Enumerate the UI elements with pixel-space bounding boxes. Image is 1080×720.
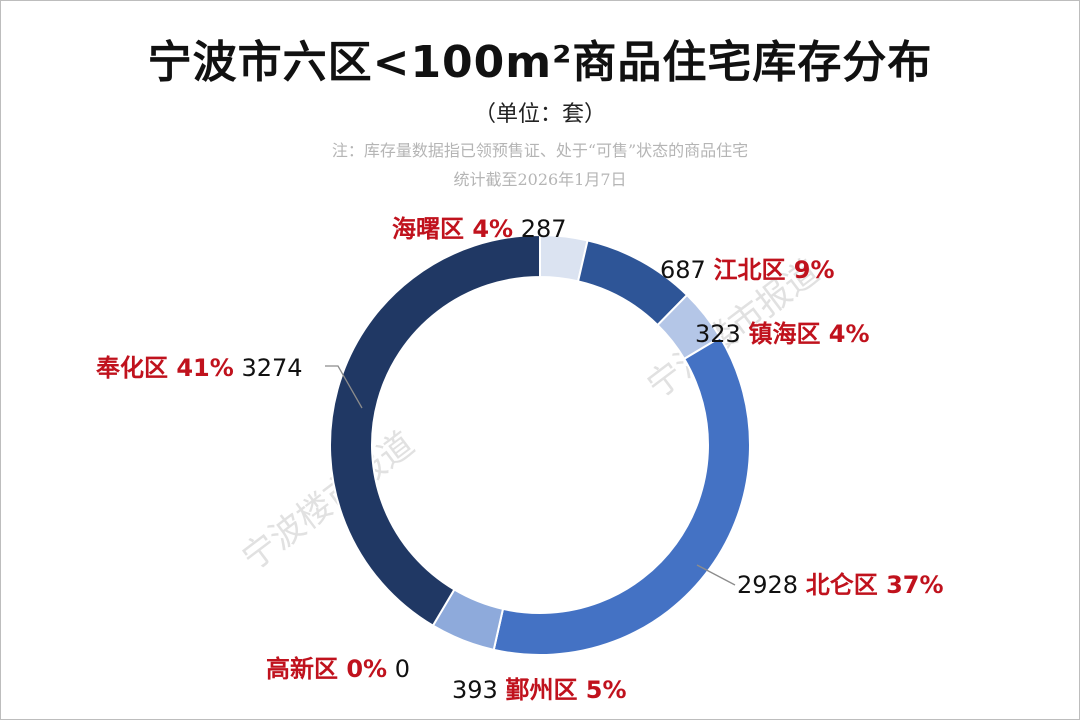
leader-line-北仑区	[696, 564, 736, 586]
slice-label-奉化区: 奉化区 41% 3274	[95, 354, 303, 382]
slice-value: 0	[395, 655, 410, 683]
slice-labels: 海曙区 4% 287 687 江北区 9% 323 镇海区 4% 2928 北仑区 3…	[95, 215, 944, 704]
leader-lines	[325, 365, 736, 586]
slice-name-percent: 江北区 9%	[713, 256, 834, 284]
slice-label-北仑区: 2928 北仑区 37%	[737, 571, 944, 599]
slice-label-鄞州区: 393 鄞州区 5%	[452, 676, 627, 704]
slice-name-percent: 海曙区 4%	[392, 215, 513, 243]
chart-unit: （单位：套）	[473, 102, 606, 127]
donut-slices	[329, 233, 751, 656]
slice-label-高新区: 高新区 0% 0	[266, 655, 410, 683]
chart-title: 宁波市六区<100m²商品住宅库存分布	[147, 37, 933, 88]
slice-label-镇海区: 323 镇海区 4%	[695, 320, 870, 348]
leader-line-奉化区	[325, 365, 363, 409]
slice-name-percent: 高新区 0%	[266, 655, 387, 683]
slice-value: 687	[660, 256, 706, 284]
slice-value: 323	[695, 320, 741, 348]
slice-value: 393	[452, 676, 498, 704]
slice-label-海曙区: 海曙区 4% 287	[392, 215, 567, 243]
slice-value: 3274	[241, 354, 302, 382]
slice-label-江北区: 687 江北区 9%	[660, 256, 835, 284]
slice-name-percent: 鄞州区 5%	[505, 676, 626, 704]
slice-value: 287	[521, 215, 567, 243]
slice-name-percent: 镇海区 4%	[748, 320, 869, 348]
slice-value: 2928	[737, 571, 798, 599]
slice-北仑区	[492, 335, 751, 656]
slice-奉化区	[329, 233, 541, 628]
slice-name-percent: 奉化区 41%	[95, 354, 234, 382]
chart-note-line-1: 注：库存量数据指已领预售证、处于“可售”状态的商品住宅	[331, 141, 749, 160]
slice-name-percent: 北仑区 37%	[806, 571, 944, 599]
chart-note-line-2: 统计截至2026年1月7日	[453, 170, 627, 189]
